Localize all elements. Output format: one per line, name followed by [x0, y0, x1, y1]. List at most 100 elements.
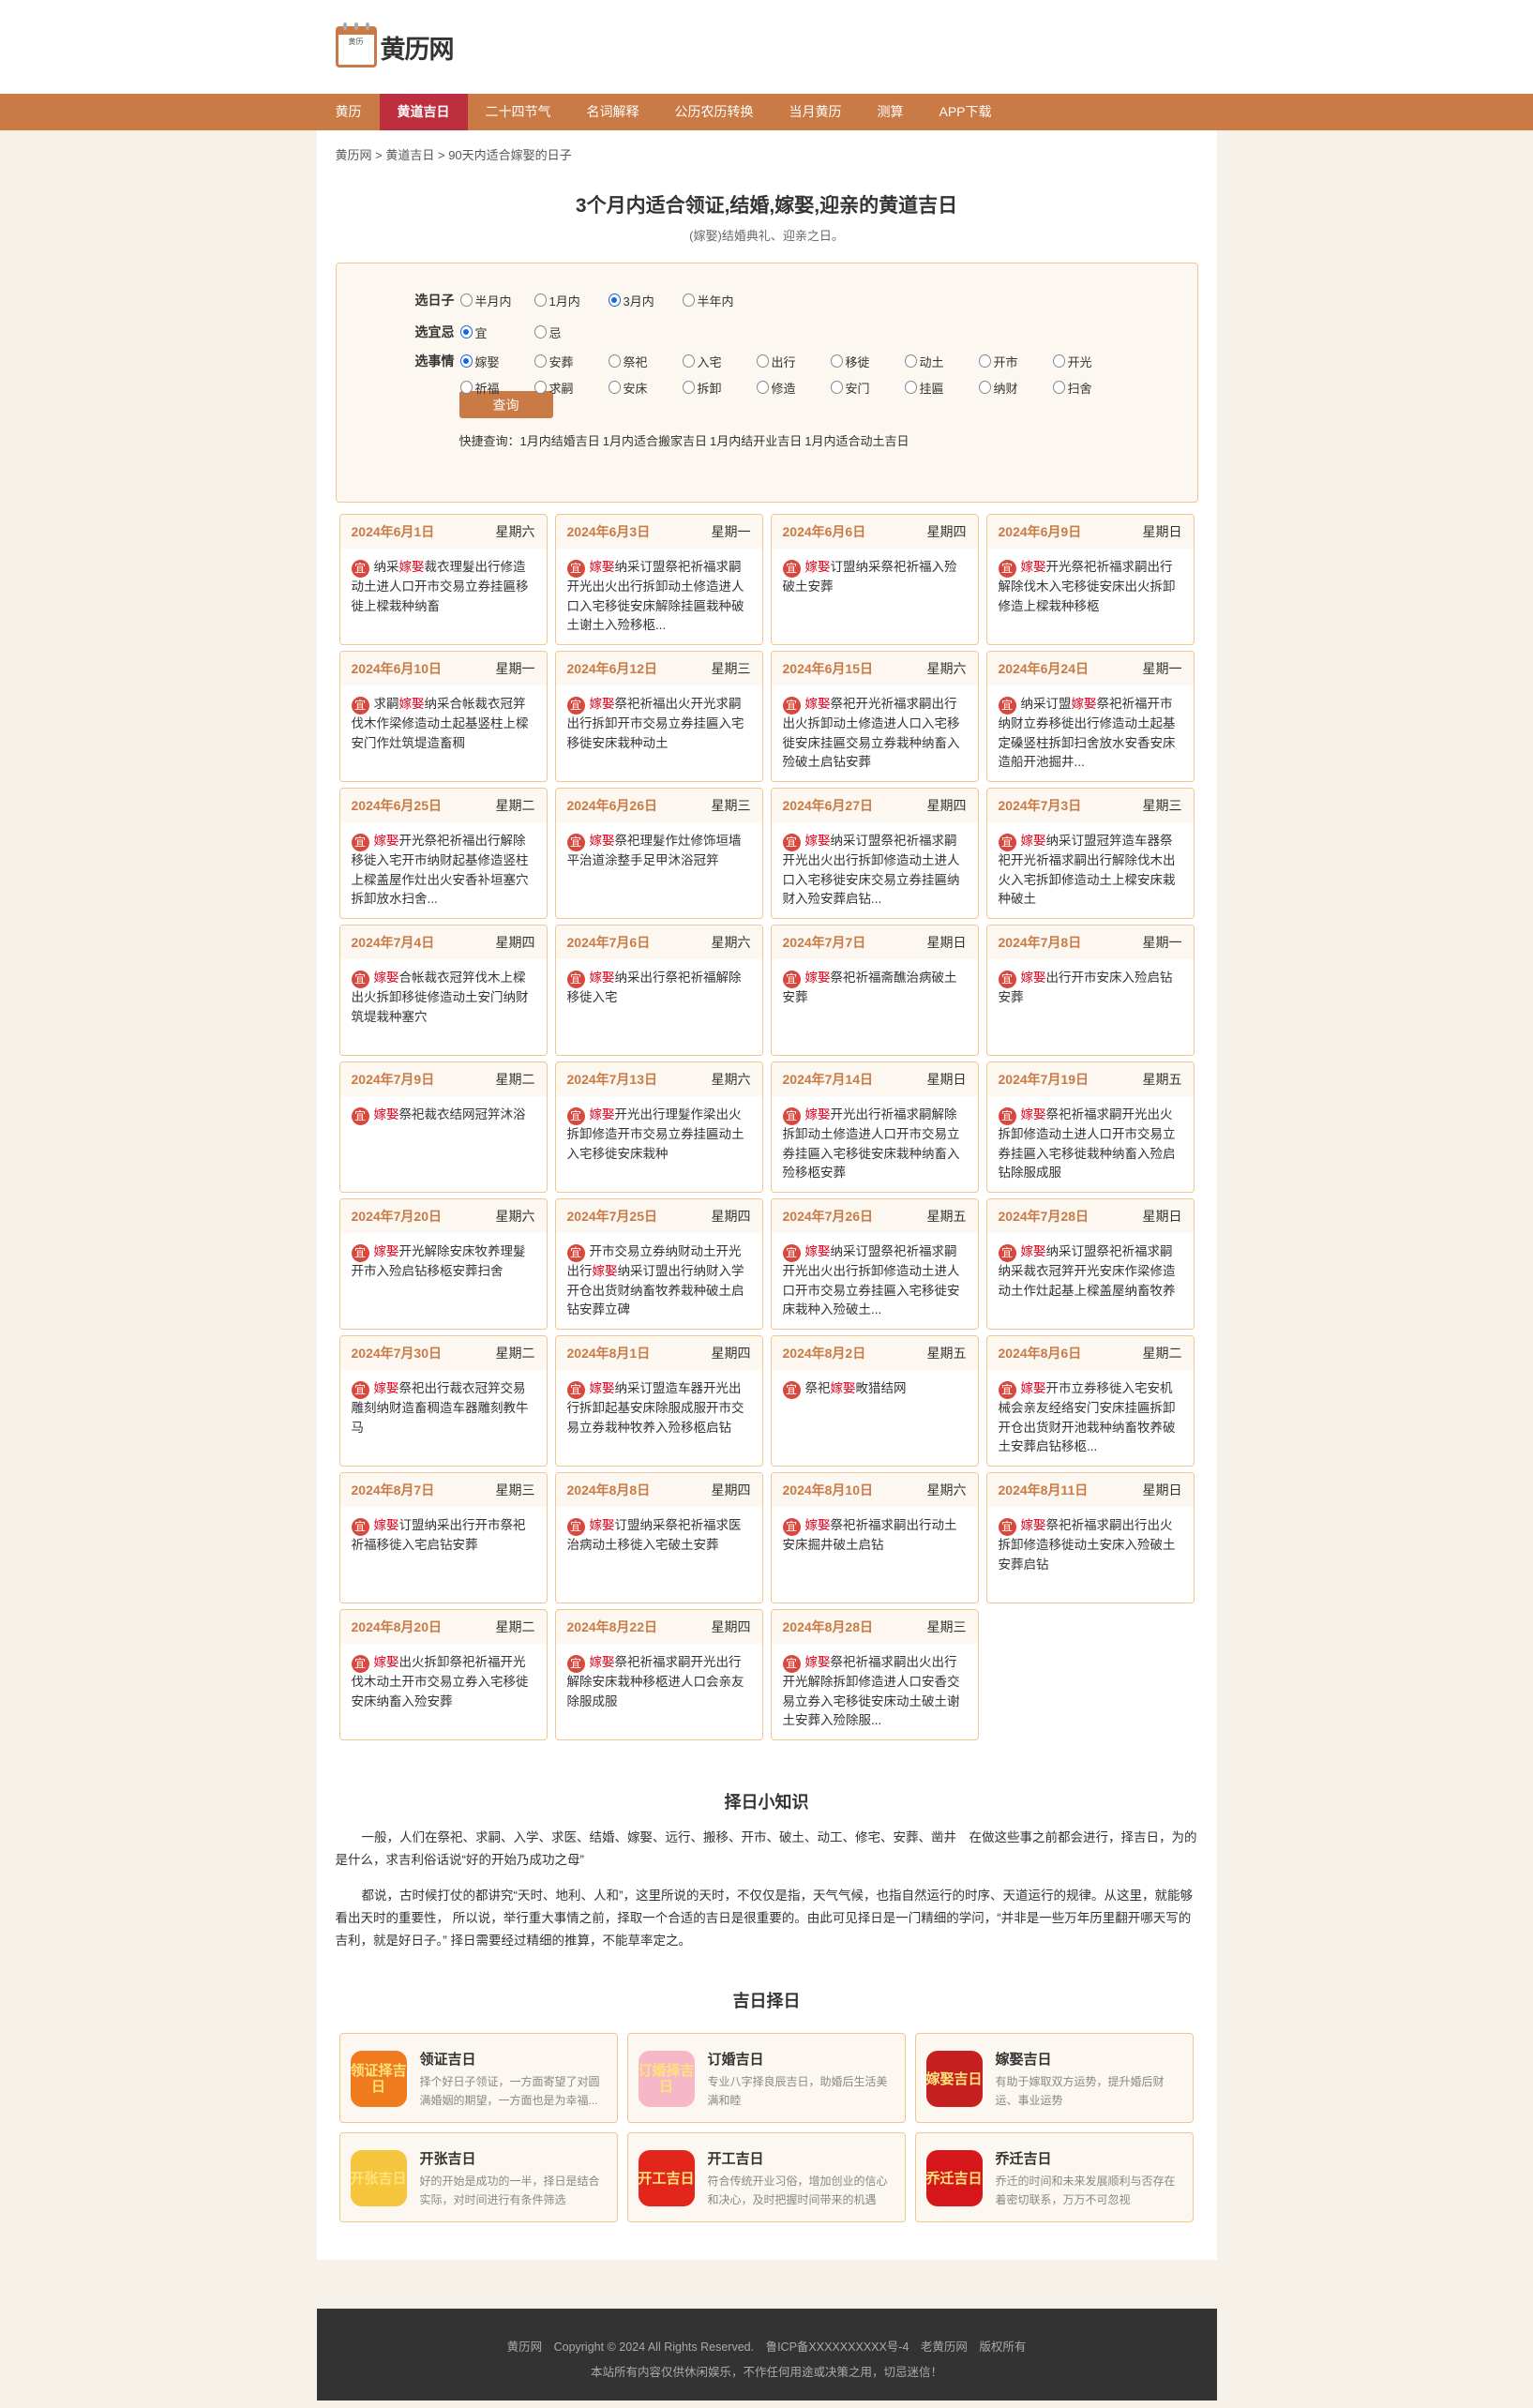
radio-option[interactable]: 安门	[830, 374, 905, 400]
radio-option[interactable]: 扫舍	[1052, 374, 1127, 400]
nav-item-2[interactable]: 二十四节气	[485, 104, 551, 119]
site-logo[interactable]: 黄历 黄历网	[335, 23, 455, 68]
radio-button[interactable]	[1052, 381, 1065, 394]
day-card[interactable]: 2024年6月12日 星期三宜嫁娶祭祀祈福出火开光求嗣出行拆卸开市交易立券挂匾入宅…	[554, 651, 763, 782]
day-date[interactable]: 2024年8月7日	[351, 1482, 435, 1497]
nav-item-3[interactable]: 名词解释	[586, 104, 639, 119]
day-card[interactable]: 2024年7月19日 星期五宜嫁娶祭祀祈福求嗣开光出火拆卸修造动土进人口开市交易立…	[985, 1061, 1195, 1193]
day-date[interactable]: 2024年7月26日	[782, 1209, 874, 1224]
day-date[interactable]: 2024年8月1日	[566, 1346, 651, 1361]
day-date[interactable]: 2024年7月8日	[998, 935, 1082, 950]
radio-button[interactable]	[534, 325, 547, 339]
quick-link[interactable]: 1月内适合搬家吉日	[602, 434, 707, 448]
radio-button[interactable]	[904, 354, 917, 368]
day-date[interactable]: 2024年7月20日	[351, 1209, 443, 1224]
day-card[interactable]: 2024年7月14日 星期日宜嫁娶开光出行祈福求嗣解除拆卸动土修造进人口开市交易立…	[770, 1061, 979, 1193]
app-title[interactable]: 开工吉日	[707, 2151, 764, 2167]
day-date[interactable]: 2024年7月7日	[782, 935, 866, 950]
day-card[interactable]: 2024年8月20日 星期二宜嫁娶出火拆卸祭祀祈福开光伐木动土开市交易立券入宅移徙…	[338, 1609, 548, 1740]
day-date[interactable]: 2024年8月28日	[782, 1619, 874, 1634]
radio-option[interactable]: 求嗣	[534, 374, 609, 400]
day-date[interactable]: 2024年6月15日	[782, 661, 874, 676]
day-card[interactable]: 2024年7月4日 星期四宜嫁娶合帐裁衣冠笄伐木上樑出火拆卸移徙修造动土安门纳财筑…	[338, 925, 548, 1056]
day-date[interactable]: 2024年7月9日	[351, 1072, 435, 1087]
radio-option[interactable]: 半年内	[682, 287, 757, 313]
radio-button[interactable]	[756, 354, 769, 368]
radio-button[interactable]	[682, 354, 695, 368]
breadcrumb-item[interactable]: 黄道吉日	[385, 148, 435, 162]
app-title[interactable]: 乔迁吉日	[995, 2151, 1052, 2167]
app-card-2[interactable]: 嫁娶吉日 嫁娶吉日 有助于嫁取双方运势，提升婚后财运、事业运势	[914, 2033, 1194, 2123]
radio-option[interactable]: 开市	[978, 348, 1053, 374]
radio-option[interactable]: 挂匾	[904, 374, 979, 400]
radio-option[interactable]: 入宅	[682, 348, 757, 374]
radio-option[interactable]: 3月内	[608, 287, 683, 313]
day-date[interactable]: 2024年6月26日	[566, 798, 658, 813]
radio-option[interactable]: 半月内	[459, 287, 534, 313]
app-card-3[interactable]: 开张吉日 开张吉日 好的开始是成功的一半，择日是结合实际，对时间进行有条件筛选	[338, 2132, 618, 2222]
day-date[interactable]: 2024年7月3日	[998, 798, 1082, 813]
radio-option[interactable]: 拆卸	[682, 374, 757, 400]
day-date[interactable]: 2024年7月28日	[998, 1209, 1090, 1224]
radio-button[interactable]	[830, 381, 843, 394]
app-card-4[interactable]: 开工吉日 开工吉日 符合传统开业习俗，增加创业的信心和决心，及时把握时间带来的机遇	[626, 2132, 906, 2222]
radio-option[interactable]: 安床	[608, 374, 683, 400]
day-date[interactable]: 2024年8月11日	[998, 1482, 1089, 1497]
day-card[interactable]: 2024年7月30日 星期二宜嫁娶祭祀出行裁衣冠笄交易雕刻纳财造畜稠造车器雕刻教牛…	[338, 1335, 548, 1467]
radio-option[interactable]: 祈福	[459, 374, 534, 400]
day-date[interactable]: 2024年8月22日	[566, 1619, 658, 1634]
radio-option[interactable]: 祭祀	[608, 348, 683, 374]
day-date[interactable]: 2024年8月10日	[782, 1482, 874, 1497]
quick-link[interactable]: 1月内结婚吉日	[519, 434, 600, 448]
app-title[interactable]: 开张吉日	[419, 2151, 476, 2167]
day-date[interactable]: 2024年6月1日	[351, 524, 435, 539]
day-card[interactable]: 2024年6月10日 星期一宜求嗣嫁娶纳采合帐裁衣冠笄伐木作梁修造动土起基竖柱上樑…	[338, 651, 548, 782]
radio-option[interactable]: 1月内	[534, 287, 609, 313]
radio-button[interactable]	[978, 381, 991, 394]
app-title[interactable]: 领证吉日	[419, 2052, 476, 2068]
radio-button[interactable]	[534, 293, 547, 307]
radio-button[interactable]	[459, 354, 473, 368]
day-card[interactable]: 2024年6月27日 星期四宜嫁娶纳采订盟祭祀祈福求嗣开光出火出行拆卸修造动土进人…	[770, 788, 979, 919]
day-date[interactable]: 2024年7月13日	[566, 1072, 658, 1087]
radio-button[interactable]	[682, 293, 695, 307]
day-card[interactable]: 2024年7月8日 星期一宜嫁娶出行开市安床入殓启钻安葬	[985, 925, 1195, 1056]
radio-button[interactable]	[608, 293, 621, 307]
radio-button[interactable]	[978, 354, 991, 368]
radio-button[interactable]	[756, 381, 769, 394]
day-date[interactable]: 2024年6月25日	[351, 798, 443, 813]
app-title[interactable]: 订婚吉日	[707, 2052, 764, 2068]
day-card[interactable]: 2024年8月7日 星期三宜嫁娶订盟纳采出行开市祭祀祈福移徙入宅启钻安葬	[338, 1472, 548, 1603]
radio-option[interactable]: 修造	[756, 374, 831, 400]
day-card[interactable]: 2024年8月2日 星期五宜祭祀嫁娶畋猎结网	[770, 1335, 979, 1467]
day-date[interactable]: 2024年6月27日	[782, 798, 874, 813]
app-card-5[interactable]: 乔迁吉日 乔迁吉日 乔迁的时间和未来发展顺利与否存在着密切联系，万万不可忽视	[914, 2132, 1194, 2222]
radio-option[interactable]: 动土	[904, 348, 979, 374]
nav-item-7[interactable]: APP下载	[939, 104, 992, 119]
radio-button[interactable]	[830, 354, 843, 368]
radio-option[interactable]: 出行	[756, 348, 831, 374]
nav-item-1[interactable]: 黄道吉日	[379, 94, 468, 130]
day-card[interactable]: 2024年6月3日 星期一宜嫁娶纳采订盟祭祀祈福求嗣开光出火出行拆卸动土修造进人口…	[554, 514, 763, 645]
day-card[interactable]: 2024年6月24日 星期一宜纳采订盟嫁娶祭祀祈福开市纳财立券移徙出行修造动土起基…	[985, 651, 1195, 782]
day-card[interactable]: 2024年6月9日 星期日宜嫁娶开光祭祀祈福求嗣出行解除伐木入宅移徙安床出火拆卸修…	[985, 514, 1195, 645]
radio-button[interactable]	[459, 325, 473, 339]
radio-button[interactable]	[608, 354, 621, 368]
nav-item-5[interactable]: 当月黄历	[789, 104, 842, 119]
day-card[interactable]: 2024年6月15日 星期六宜嫁娶祭祀开光祈福求嗣出行出火拆卸动土修造进人口入宅移…	[770, 651, 979, 782]
radio-option[interactable]: 忌	[534, 319, 609, 345]
day-card[interactable]: 2024年8月8日 星期四宜嫁娶订盟纳采祭祀祈福求医治病动土移徙入宅破土安葬	[554, 1472, 763, 1603]
day-card[interactable]: 2024年8月11日 星期日宜嫁娶祭祀祈福求嗣出行出火拆卸修造移徙动土安床入殓破土…	[985, 1472, 1195, 1603]
radio-option[interactable]: 纳财	[978, 374, 1053, 400]
day-card[interactable]: 2024年7月20日 星期六宜嫁娶开光解除安床牧养理髮开市入殓启钻移柩安葬扫舍	[338, 1198, 548, 1330]
day-card[interactable]: 2024年7月25日 星期四宜开市交易立券纳财动土开光出行嫁娶纳采订盟出行纳财入学…	[554, 1198, 763, 1330]
day-card[interactable]: 2024年7月6日 星期六宜嫁娶纳采出行祭祀祈福解除移徙入宅	[554, 925, 763, 1056]
day-card[interactable]: 2024年6月26日 星期三宜嫁娶祭祀理髮作灶修饰垣墙平治道涂整手足甲沐浴冠笄	[554, 788, 763, 919]
day-card[interactable]: 2024年7月13日 星期六宜嫁娶开光出行理髮作梁出火拆卸修造开市交易立券挂匾动土…	[554, 1061, 763, 1193]
day-card[interactable]: 2024年7月3日 星期三宜嫁娶纳采订盟冠笄造车器祭祀开光祈福求嗣出行解除伐木出火…	[985, 788, 1195, 919]
radio-button[interactable]	[1052, 354, 1065, 368]
breadcrumb-item[interactable]: 黄历网	[335, 148, 372, 162]
app-card-0[interactable]: 领证择吉日 领证吉日 择个好日子领证，一方面寄望了对圆满婚姻的期望，一方面也是为幸福…	[338, 2033, 618, 2123]
radio-option[interactable]: 宜	[459, 319, 534, 345]
day-card[interactable]: 2024年6月1日 星期六宜纳采嫁娶裁衣理髮出行修造动土进人口开市交易立券挂匾移徙…	[338, 514, 548, 645]
